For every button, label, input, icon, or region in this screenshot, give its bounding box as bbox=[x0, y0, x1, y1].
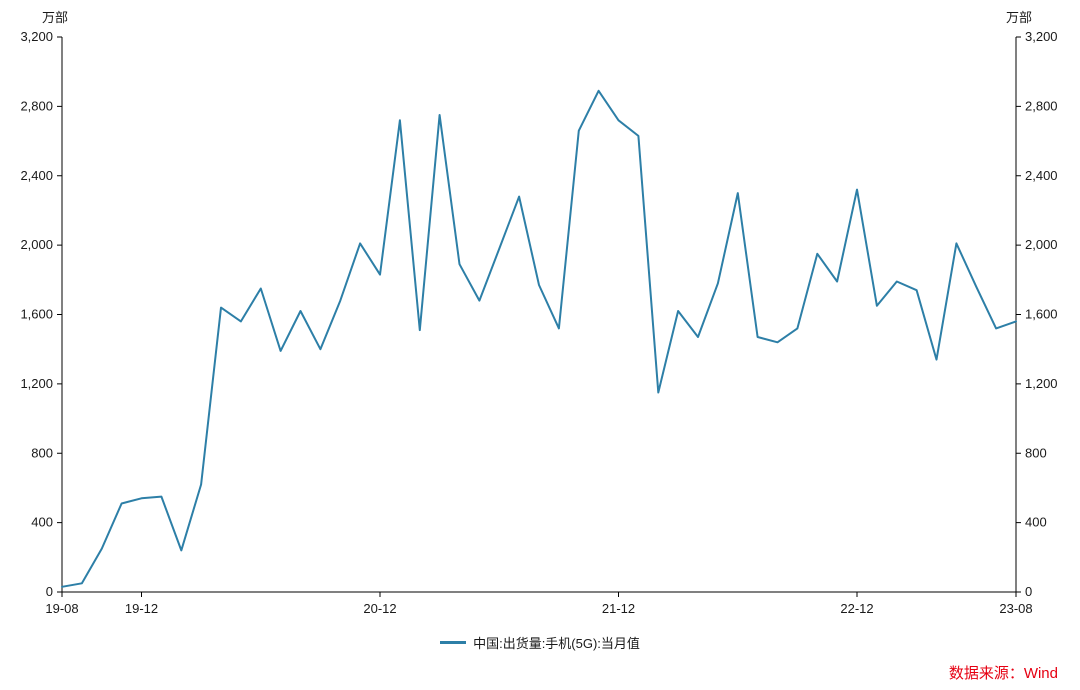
svg-text:2,000: 2,000 bbox=[20, 237, 53, 252]
legend-line-swatch-icon bbox=[440, 641, 467, 644]
legend-label: 中国:出货量:手机(5G):当月值 bbox=[473, 636, 640, 651]
svg-text:800: 800 bbox=[1025, 445, 1047, 460]
svg-text:19-08: 19-08 bbox=[45, 601, 78, 616]
svg-text:1,200: 1,200 bbox=[1025, 376, 1058, 391]
svg-text:21-12: 21-12 bbox=[602, 601, 635, 616]
svg-text:1,600: 1,600 bbox=[1025, 307, 1058, 322]
svg-text:400: 400 bbox=[1025, 515, 1047, 530]
svg-text:400: 400 bbox=[31, 515, 53, 530]
svg-text:23-08: 23-08 bbox=[999, 601, 1032, 616]
svg-text:19-12: 19-12 bbox=[125, 601, 158, 616]
svg-text:2,000: 2,000 bbox=[1025, 237, 1058, 252]
unit-label-right: 万部 bbox=[1005, 10, 1032, 25]
svg-text:2,800: 2,800 bbox=[1025, 98, 1058, 113]
svg-text:1,200: 1,200 bbox=[20, 376, 53, 391]
svg-text:22-12: 22-12 bbox=[840, 601, 873, 616]
svg-text:2,800: 2,800 bbox=[20, 98, 53, 113]
svg-text:20-12: 20-12 bbox=[363, 601, 396, 616]
svg-text:800: 800 bbox=[31, 445, 53, 460]
svg-text:3,200: 3,200 bbox=[1025, 29, 1058, 44]
unit-label-left: 万部 bbox=[42, 10, 69, 25]
svg-text:3,200: 3,200 bbox=[20, 29, 53, 44]
svg-text:2,400: 2,400 bbox=[1025, 168, 1058, 183]
svg-text:0: 0 bbox=[46, 584, 53, 599]
svg-text:2,400: 2,400 bbox=[20, 168, 53, 183]
data-source-label: 数据来源：Wind bbox=[948, 665, 1058, 682]
svg-text:1,600: 1,600 bbox=[20, 307, 53, 322]
svg-text:0: 0 bbox=[1025, 584, 1032, 599]
legend: 中国:出货量:手机(5G):当月值 bbox=[0, 633, 1080, 652]
